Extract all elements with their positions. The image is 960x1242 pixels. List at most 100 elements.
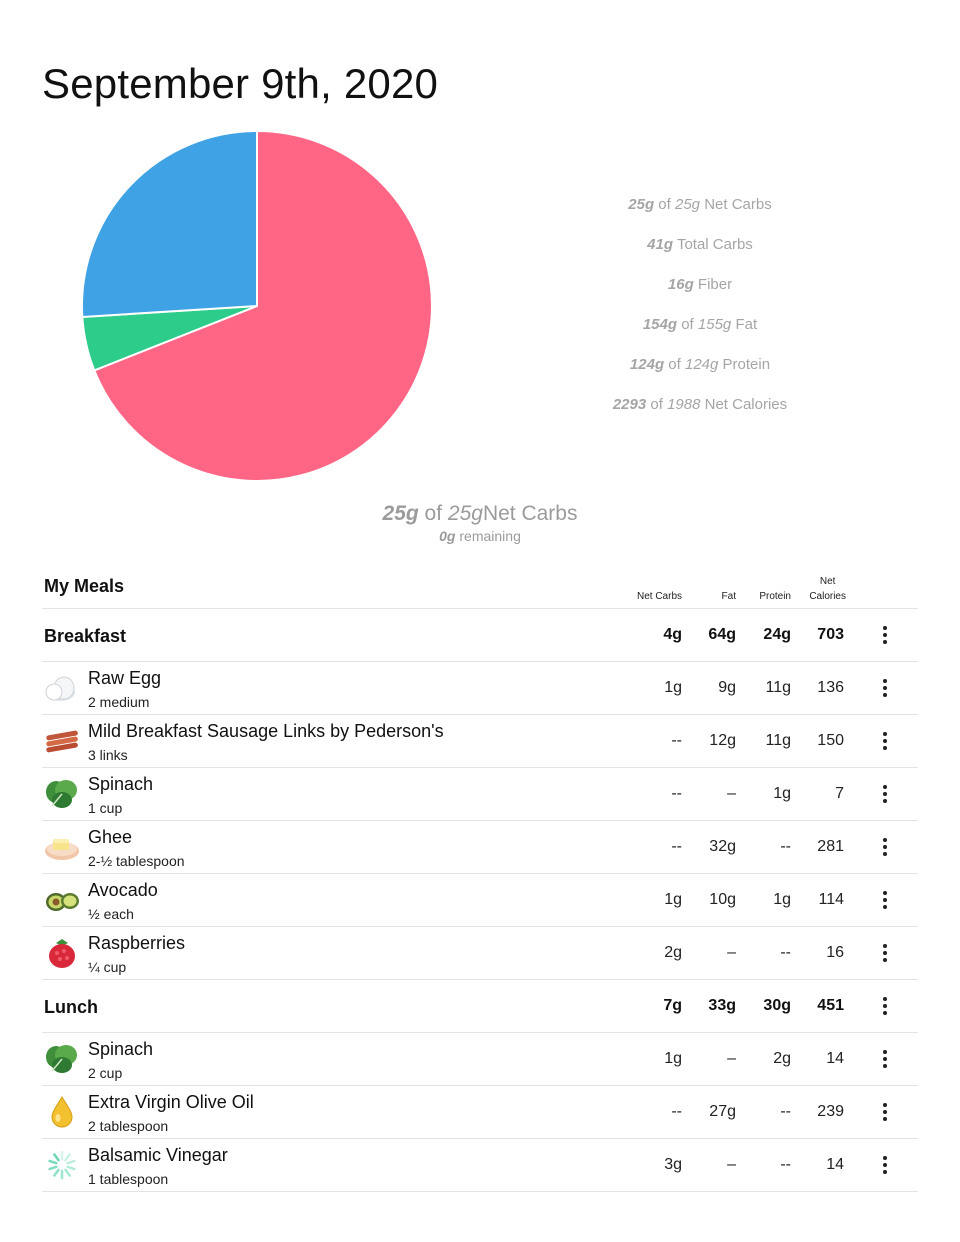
more-options-button[interactable] [878, 1100, 892, 1124]
dot-icon [883, 746, 887, 750]
food-name: Raspberries [88, 933, 186, 953]
more-options-button[interactable] [878, 623, 892, 647]
dot-icon [883, 905, 887, 909]
food-row[interactable]: Raspberries ¼ cup 2g – -- 16 [42, 927, 918, 980]
stat-label: Net Calories [704, 396, 788, 413]
spinach-icon [44, 778, 80, 810]
col-net-calories: Net Calories [809, 574, 846, 604]
more-options-button[interactable] [878, 1047, 892, 1071]
egg-icon [44, 672, 80, 704]
net-calories-value: 281 [817, 838, 844, 855]
dot-icon [883, 1004, 887, 1008]
more-options-button[interactable] [878, 941, 892, 965]
spinach-icon [44, 1043, 80, 1075]
more-options-button[interactable] [878, 994, 892, 1018]
stat-of: of [668, 356, 681, 373]
food-row[interactable]: Raw Egg 2 medium 1g 9g 11g 136 [42, 662, 918, 715]
page-title: September 9th, 2020 [42, 60, 439, 107]
summary-of: of [424, 502, 443, 525]
stat-line: 124g of 124g Protein [560, 352, 840, 392]
fat-value: 64g [708, 626, 736, 643]
dot-icon [883, 891, 887, 895]
food-name: Extra Virgin Olive Oil [88, 1092, 254, 1112]
stat-consumed: 124g [629, 356, 665, 373]
dot-icon [883, 1110, 887, 1114]
stat-line: 154g of 155g Fat [560, 312, 840, 352]
dot-icon [883, 732, 887, 736]
net-calories-value: 136 [817, 679, 844, 696]
more-options-button[interactable] [878, 888, 892, 912]
stat-consumed: 154g [642, 316, 678, 333]
net-calories-value: 703 [817, 626, 844, 643]
stat-of: of [650, 396, 663, 413]
stat-of: of [681, 316, 694, 333]
pie-slice-protein [81, 129, 258, 319]
net-calories-value: 7 [835, 785, 844, 802]
dot-icon [883, 686, 887, 690]
meal-row[interactable]: Breakfast 4g 64g 24g 703 [42, 609, 918, 662]
fat-value: – [727, 1156, 736, 1173]
protein-value: -- [780, 1156, 791, 1173]
stat-consumed: 16g [667, 276, 694, 293]
dot-icon [883, 944, 887, 948]
dot-icon [883, 852, 887, 856]
food-name: Raw Egg [88, 668, 162, 688]
food-quantity: 2 tablespoon [88, 1118, 169, 1134]
remaining-label: remaining [459, 528, 521, 544]
stat-line: 25g of 25g Net Carbs [560, 192, 840, 232]
dot-icon [883, 626, 887, 630]
food-row[interactable]: Spinach 1 cup -- – 1g 7 [42, 768, 918, 821]
protein-value: 30g [763, 997, 791, 1014]
food-name: Ghee [88, 827, 133, 847]
net-carbs-value: 7g [663, 997, 682, 1014]
stat-consumed: 41g [647, 236, 674, 253]
dot-icon [883, 958, 887, 962]
protein-value: -- [780, 838, 791, 855]
more-options-button[interactable] [878, 676, 892, 700]
avocado-icon [44, 884, 80, 916]
fat-value: – [727, 1050, 736, 1067]
net-carbs-value: -- [671, 838, 682, 855]
meal-name: Breakfast [44, 626, 127, 646]
dot-icon [883, 1163, 887, 1167]
more-options-button[interactable] [878, 729, 892, 753]
remaining-value: 0g [439, 528, 456, 544]
dot-icon [883, 640, 887, 644]
food-row[interactable]: Ghee 2-½ tablespoon -- 32g -- 281 [42, 821, 918, 874]
stat-consumed: 2293 [612, 396, 647, 413]
fat-value: – [727, 944, 736, 961]
dot-icon [883, 792, 887, 796]
net-carbs-value: -- [671, 1103, 682, 1120]
stat-label: Total Carbs [676, 236, 753, 253]
more-options-button[interactable] [878, 1153, 892, 1177]
more-options-button[interactable] [878, 835, 892, 859]
food-quantity: ½ each [88, 906, 134, 922]
meal-row[interactable]: Lunch 7g 33g 30g 451 [42, 980, 918, 1033]
dot-icon [883, 845, 887, 849]
summary-label: Net Carbs [482, 502, 578, 525]
stat-goal: 124g [684, 356, 719, 373]
food-name: Mild Breakfast Sausage Links by Pederson… [88, 721, 444, 741]
food-row[interactable]: Balsamic Vinegar 1 tablespoon 3g – -- 14 [42, 1139, 918, 1192]
sausage-icon [44, 725, 80, 757]
dot-icon [883, 1117, 887, 1121]
net-carbs-value: 1g [664, 1050, 682, 1067]
food-row[interactable]: Spinach 2 cup 1g – 2g 14 [42, 1033, 918, 1086]
col-net-calories-line2: Calories [809, 591, 846, 602]
dot-icon [883, 1156, 887, 1160]
protein-value: 1g [773, 785, 791, 802]
net-calories-value: 14 [826, 1050, 844, 1067]
fat-value: 27g [709, 1103, 736, 1120]
food-row[interactable]: Extra Virgin Olive Oil 2 tablespoon -- 27g -… [42, 1086, 918, 1139]
macro-stats: 25g of 25g Net Carbs 41g Total Carbs 16g… [560, 192, 840, 432]
pie-slice-fat [92, 129, 433, 482]
stat-goal: 155g [697, 316, 732, 333]
more-options-button[interactable] [878, 782, 892, 806]
fat-value: 10g [709, 891, 736, 908]
food-quantity: ¼ cup [88, 959, 127, 975]
dot-icon [883, 633, 887, 637]
food-row[interactable]: Avocado ½ each 1g 10g 1g 114 [42, 874, 918, 927]
food-row[interactable]: Mild Breakfast Sausage Links by Pederson… [42, 715, 918, 768]
protein-value: -- [780, 1103, 791, 1120]
dot-icon [883, 898, 887, 902]
